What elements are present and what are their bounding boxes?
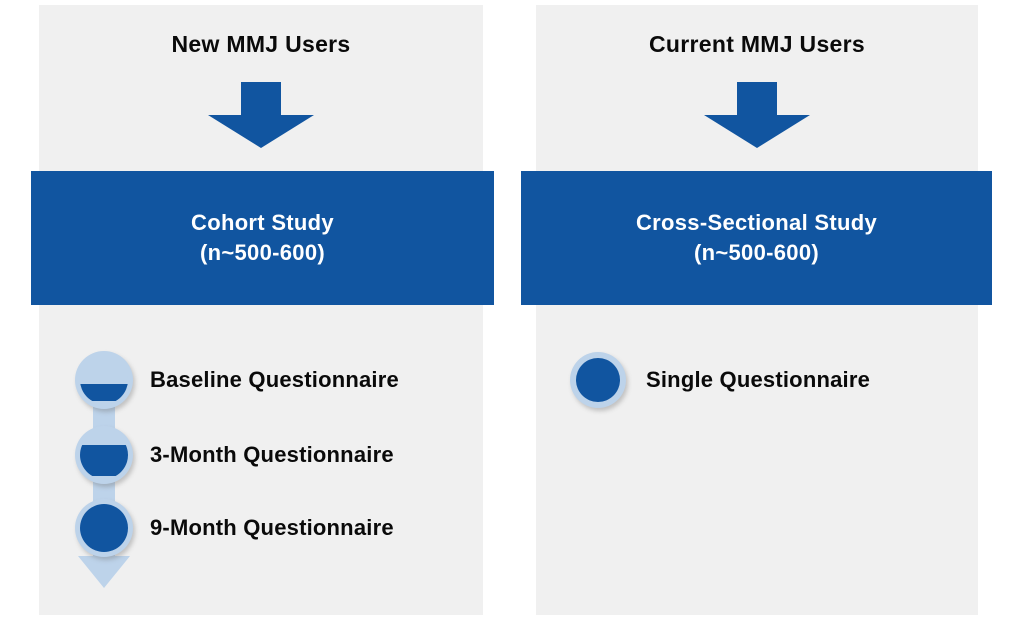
single-questionnaire-gauge-icon — [570, 352, 626, 408]
banner-sample-size: (n~500-600) — [694, 240, 819, 265]
new-users-title: New MMJ Users — [171, 31, 351, 57]
nine-month-gauge-icon — [75, 499, 133, 557]
cohort-study-banner: Cohort Study (n~500-600) — [31, 171, 494, 305]
single-questionnaire-label: Single Questionnaire — [646, 367, 871, 392]
down-arrow-icon — [704, 82, 810, 148]
banner-title: Cohort Study — [191, 210, 334, 235]
banner-sample-size: (n~500-600) — [200, 240, 325, 265]
banner-title: Cross-Sectional Study — [635, 210, 878, 235]
current-users-title: Current MMJ Users — [649, 31, 865, 57]
baseline-questionnaire-label: Baseline Questionnaire — [150, 367, 399, 392]
nine-month-questionnaire-label: 9-Month Questionnaire — [150, 515, 394, 540]
three-month-gauge-icon — [75, 426, 133, 484]
cross-sectional-study-banner: Cross-Sectional Study (n~500-600) — [521, 171, 992, 305]
baseline-gauge-icon — [75, 351, 133, 409]
down-arrow-icon — [208, 82, 314, 148]
three-month-questionnaire-label: 3-Month Questionnaire — [150, 442, 394, 467]
